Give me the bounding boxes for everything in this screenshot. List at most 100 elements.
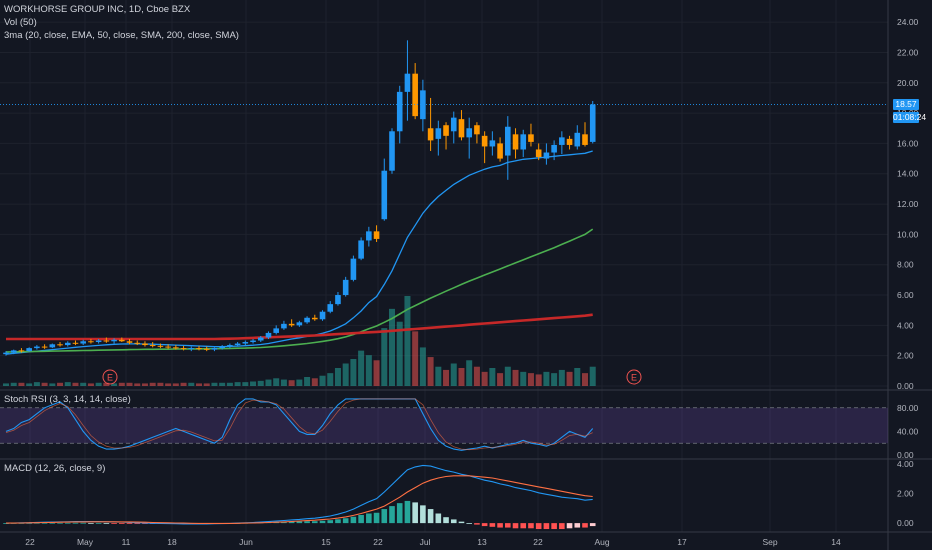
- candle-body: [57, 344, 63, 346]
- macd-histogram-bar: [358, 514, 364, 524]
- candle-body: [450, 117, 457, 132]
- candle-body: [296, 322, 303, 326]
- candle-body: [219, 346, 225, 349]
- macd-histogram-bar: [512, 523, 519, 529]
- macd-histogram-bar: [435, 513, 442, 524]
- candle-body: [111, 339, 117, 342]
- volume-bar: [265, 379, 272, 386]
- volume-bar: [95, 382, 102, 386]
- volume-bar: [404, 296, 411, 386]
- candle-body: [134, 342, 141, 344]
- time-axis-label: Aug: [594, 537, 609, 547]
- candle-body: [288, 323, 295, 326]
- volume-bar: [450, 363, 457, 386]
- volume-bar: [234, 382, 241, 386]
- ma-line-2: [6, 313, 593, 341]
- volume-bar: [10, 382, 17, 386]
- volume-bar: [589, 366, 596, 386]
- macd-histogram-bar: [466, 523, 472, 524]
- candle-body: [535, 149, 542, 158]
- macd-histogram-bar: [582, 523, 588, 528]
- candle-body: [242, 342, 249, 344]
- macd-histogram-bar: [296, 521, 303, 524]
- volume-bar: [566, 371, 573, 386]
- volume-bar: [180, 382, 187, 386]
- macd-line-1: [6, 475, 593, 524]
- macd-histogram-bar: [420, 505, 426, 524]
- volume-bar: [527, 373, 534, 386]
- macd-histogram-bar: [505, 523, 511, 528]
- candle-body: [157, 345, 164, 347]
- candle-body: [80, 341, 86, 344]
- macd-histogram-bar: [126, 523, 133, 524]
- volume-bar: [574, 368, 581, 386]
- candle-body: [520, 134, 527, 150]
- candle-body: [72, 342, 79, 344]
- macd-histogram-bar: [373, 512, 380, 524]
- candle-body: [250, 340, 256, 343]
- candle-body: [528, 134, 534, 142]
- ma-line-1: [6, 228, 594, 353]
- macd-histogram-bar: [474, 523, 480, 525]
- countdown-tag: 01:08:24: [893, 112, 927, 123]
- candle-body: [180, 348, 187, 350]
- volume-bar: [543, 371, 550, 386]
- stoch-axis-label: 0.00: [897, 450, 914, 460]
- candle-body: [165, 346, 171, 348]
- ma-legend: 3ma (20, close, EMA, 50, close, SMA, 200…: [4, 30, 239, 41]
- price-axis-label: 8.00: [897, 260, 914, 270]
- volume-bar: [134, 383, 141, 386]
- price-axis-label: 24.00: [897, 17, 919, 27]
- candle-body: [26, 348, 32, 352]
- candle-body: [574, 132, 581, 147]
- macd-histogram-bar: [26, 522, 32, 524]
- macd-histogram-bar: [350, 516, 357, 524]
- candle-body: [173, 347, 179, 349]
- volume-bar: [111, 383, 118, 386]
- volume-bar: [149, 382, 156, 386]
- volume-bar: [80, 382, 87, 386]
- volume-bar: [551, 373, 558, 386]
- volume-bar: [18, 382, 25, 386]
- macd-histogram-bar: [119, 523, 125, 524]
- candle-body: [505, 126, 511, 156]
- macd-histogram-bar: [559, 523, 565, 530]
- candle-body: [88, 341, 94, 343]
- last-price-tag: 18.57: [893, 99, 919, 110]
- volume-bar: [226, 382, 233, 386]
- volume-bar: [535, 374, 542, 386]
- volume-bar: [350, 359, 357, 386]
- volume-bar: [219, 382, 226, 386]
- volume-bar: [203, 383, 210, 386]
- candle-body: [427, 128, 434, 141]
- volume-bar: [419, 347, 426, 386]
- volume-bar: [41, 382, 48, 386]
- macd-histogram-bar: [396, 503, 403, 524]
- candle-body: [404, 73, 411, 92]
- candle-body: [211, 348, 218, 350]
- candle-body: [203, 348, 210, 350]
- candle-body: [443, 125, 449, 136]
- volume-bar: [520, 371, 527, 386]
- macd-histogram-bar: [443, 517, 449, 524]
- macd-histogram-bar: [404, 500, 411, 524]
- volume-bar: [389, 308, 395, 386]
- volume-bar: [296, 379, 303, 386]
- earnings-marker: [626, 369, 642, 385]
- candle-body: [350, 258, 357, 280]
- volume-bar: [319, 375, 326, 386]
- macd-histogram-bar: [412, 502, 418, 524]
- price-axis-label: 6.00: [897, 290, 914, 300]
- candle-body: [466, 128, 472, 138]
- candle-body: [489, 140, 496, 147]
- candle-body: [281, 323, 287, 329]
- chart-title: WORKHORSE GROUP INC, 1D, Cboe BZX: [4, 4, 191, 15]
- candle-body: [149, 345, 156, 347]
- candle-body: [34, 346, 40, 349]
- macd-histogram-bar: [381, 509, 388, 524]
- volume-bar: [489, 368, 496, 386]
- candle-body: [95, 340, 102, 343]
- candle-body: [3, 352, 9, 355]
- volume-bar: [373, 360, 380, 386]
